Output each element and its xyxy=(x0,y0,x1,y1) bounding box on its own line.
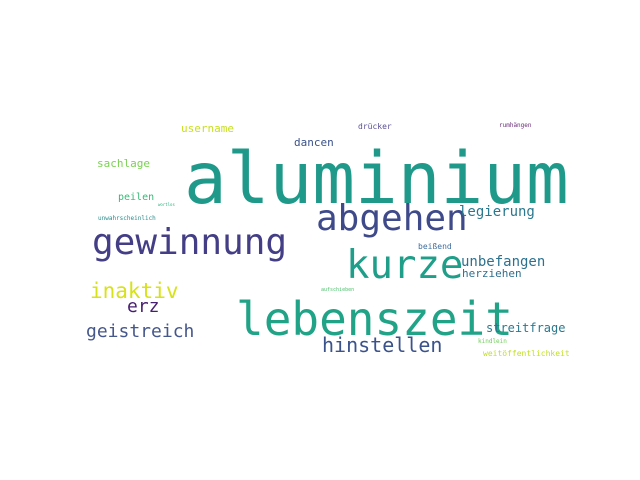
word-herziehen: herziehen xyxy=(462,267,522,280)
word-abgehen: abgehen xyxy=(316,198,468,239)
word-erz: erz xyxy=(127,296,160,317)
word-beissend: beißend xyxy=(418,242,452,251)
word-sachlage: sachlage xyxy=(97,157,150,170)
word-inaktiv: inaktiv xyxy=(90,279,179,303)
word-hinstellen: hinstellen xyxy=(322,333,443,357)
word-streitfrage: streitfrage xyxy=(486,321,566,335)
word-lebenszeit: lebenszeit xyxy=(236,292,513,346)
word-kurze: kurze xyxy=(346,243,464,288)
word-unbefangen: unbefangen xyxy=(461,254,546,270)
word-legierung: legierung xyxy=(459,204,535,220)
word-aluminium: aluminium xyxy=(184,137,569,220)
word-kindlein: kindlein xyxy=(478,338,507,345)
word-aufschieben: aufschieben xyxy=(321,287,355,293)
word-gewinnung: gewinnung xyxy=(92,222,288,263)
word-drucker: drücker xyxy=(358,122,392,131)
word-rumhaengen: rumhängen xyxy=(499,122,532,129)
word-wortlos: wortlos xyxy=(158,202,175,207)
word-dancen: dancen xyxy=(294,136,334,149)
word-peilen: peilen xyxy=(118,192,155,203)
word-weitoeffentlichkeit: weitöffentlichkeit xyxy=(483,349,570,358)
word-username: username xyxy=(181,122,234,135)
word-geistreich: geistreich xyxy=(86,321,195,342)
word-unwahrscheinlich: unwahrscheinlich xyxy=(98,215,156,222)
